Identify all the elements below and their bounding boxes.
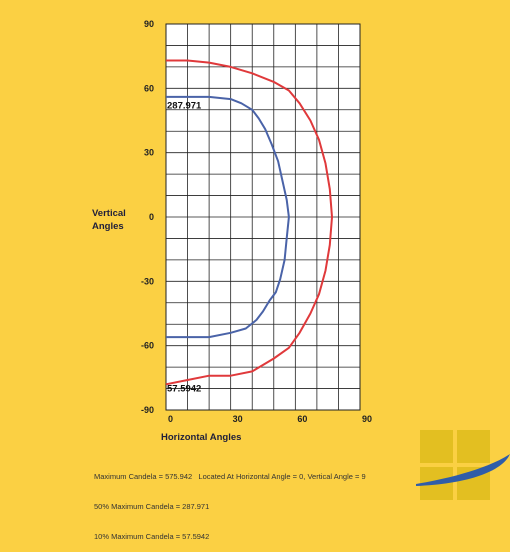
tick-labels: 90 60 30 0 -30 -60 -90 0 30 60 90	[141, 19, 372, 424]
half-max-candela-line: 50% Maximum Candela = 287.971	[94, 502, 210, 511]
max-candela-line: Maximum Candela = 575.942 Located At Hor…	[94, 472, 366, 481]
series-line-2	[166, 95, 290, 339]
logo-square-tl	[420, 430, 453, 463]
annotations: 287.971 57.5942	[167, 100, 202, 394]
photometric-chart: 90 60 30 0 -30 -60 -90 0 30 60 90 287.971 57.5942 V…	[92, 19, 372, 443]
y-tick-label: 60	[144, 83, 154, 93]
y-tick-label: -60	[141, 341, 154, 351]
x-tick-label: 60	[297, 414, 307, 424]
y-tick-label: 90	[144, 19, 154, 29]
logo-swoosh	[416, 454, 510, 486]
x-tick-label: 0	[168, 414, 173, 424]
annotation-label: 287.971	[167, 100, 202, 111]
y-tick-label: -30	[141, 276, 154, 286]
ylabel-line-2: Angles	[92, 221, 124, 232]
tenth-max-candela-line: 10% Maximum Candela = 57.5942	[94, 532, 210, 541]
x-tick-label: 90	[362, 414, 372, 424]
xlabel: Horizontal Angles	[161, 432, 241, 443]
grid	[166, 24, 360, 410]
brand-logo-icon	[416, 430, 510, 500]
y-tick-label: 30	[144, 148, 154, 158]
y-tick-label: 0	[149, 212, 154, 222]
logo-square-tr	[457, 430, 490, 463]
ylabel-line-1: Vertical	[92, 208, 126, 219]
candela-summary: Maximum Candela = 575.942 Located At Hor…	[94, 452, 366, 552]
x-tick-label: 30	[233, 414, 243, 424]
annotation-label: 57.5942	[167, 384, 201, 395]
y-tick-label: -90	[141, 405, 154, 415]
series-line-1	[165, 59, 333, 386]
series-lines	[165, 59, 333, 386]
